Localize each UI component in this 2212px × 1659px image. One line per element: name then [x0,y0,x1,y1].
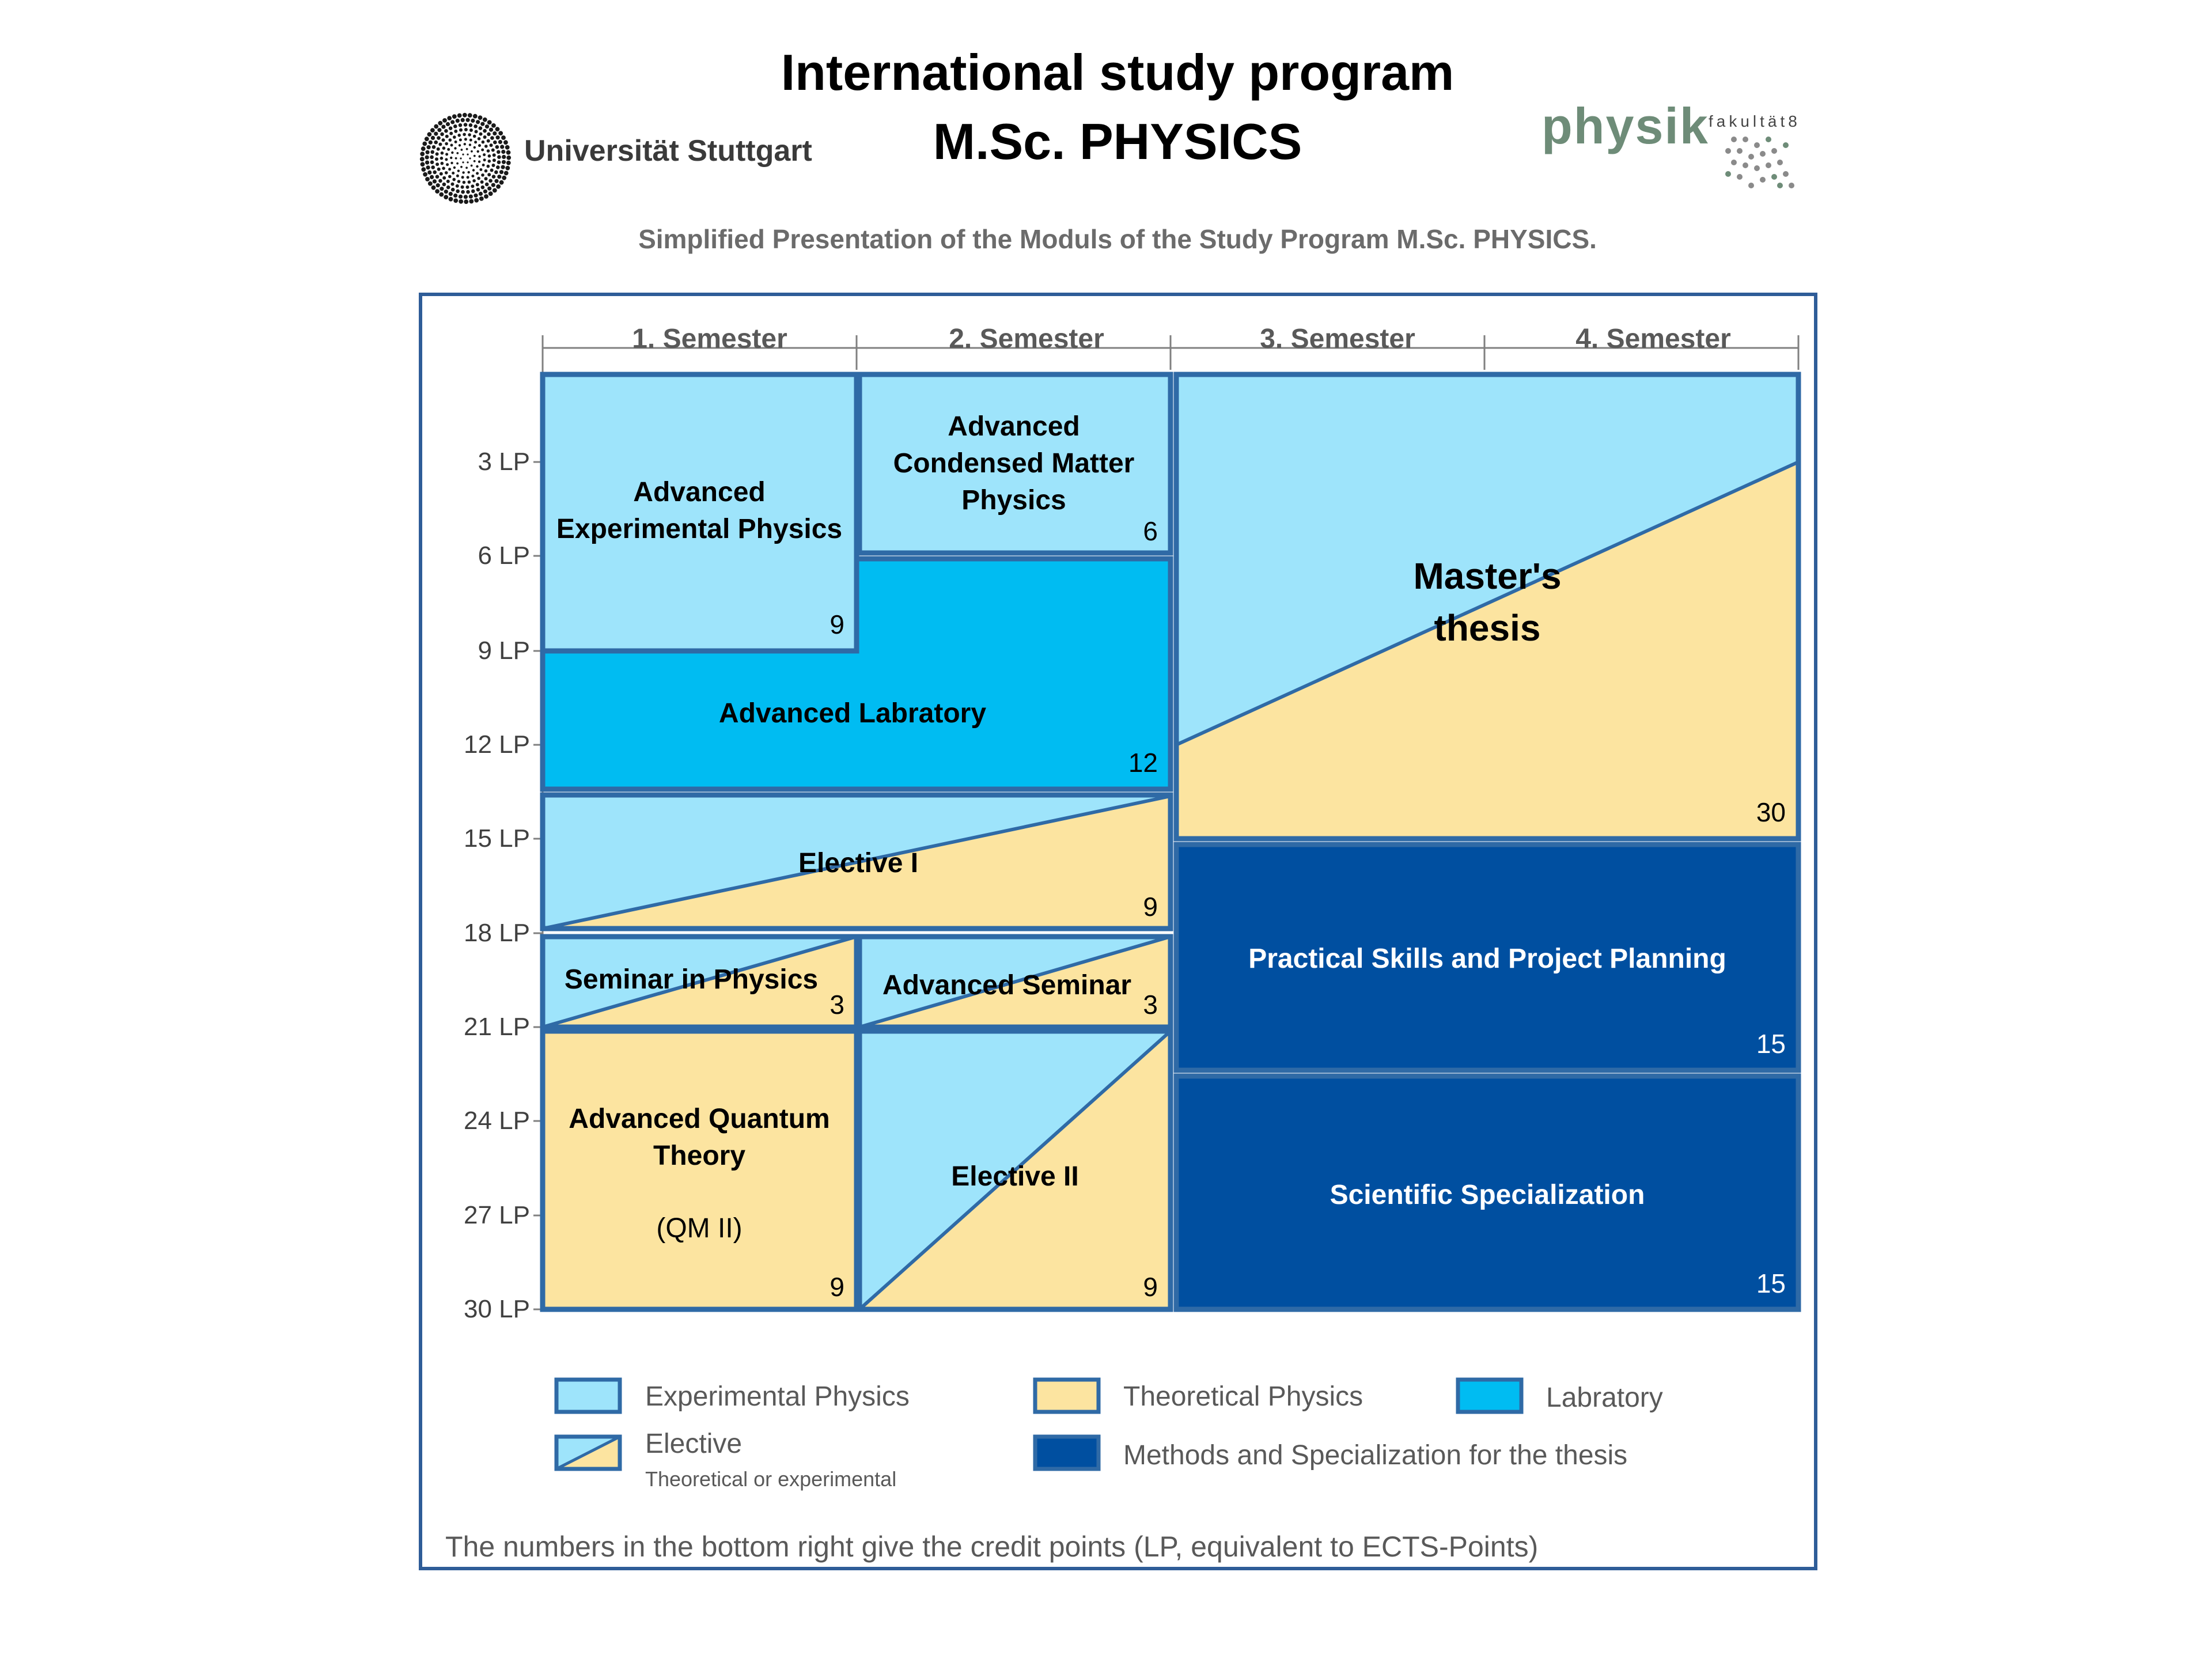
label-adv-exp-2: Experimental Physics [556,514,842,544]
footer-note: The numbers in the bottom right give the… [445,1531,1539,1563]
legend-label-laboratory: Labratory [1546,1382,1663,1413]
credits-thesis: 30 [1756,797,1786,827]
lp-tick-24: 24 LP [464,1107,530,1135]
label-adv-seminar: Advanced Seminar [882,970,1131,1001]
page-title-line2: M.Sc. PHYSICS [933,113,1302,170]
credits-specialization: 15 [1756,1268,1786,1298]
module-advanced-quantum-theory [540,1028,859,1312]
semester-axis [541,335,1800,370]
module-seminar-in-physics [540,934,859,1030]
faculty-logo-dots-icon [1725,137,1794,188]
university-logo-icon [419,112,512,204]
university-name: Universität Stuttgart [524,134,812,168]
legend-swatch-methods [1033,1434,1101,1471]
label-thesis-2: thesis [1434,607,1541,649]
legend-label-elective: Elective [645,1429,742,1459]
module-advanced-seminar [857,934,1173,1030]
lp-tick-18: 18 LP [464,919,530,947]
module-advanced-experimental-physics [540,372,859,654]
lp-tick-21: 21 LP [464,1013,530,1041]
credits-adv-cond: 6 [1143,516,1158,546]
lp-tick-9: 9 LP [478,637,530,665]
credits-elective-1: 9 [1143,892,1158,922]
label-adv-qt-2: Theory [653,1141,745,1171]
diagram-panel [419,293,1817,1570]
label-adv-cond-2: Condensed Matter [893,448,1135,479]
label-seminar: Seminar in Physics [565,964,818,995]
module-masters-thesis [1173,372,1801,842]
legend-swatch-experimental [554,1377,622,1414]
page-subtitle: Simplified Presentation of the Moduls of… [638,224,1597,254]
label-practical: Practical Skills and Project Planning [1248,944,1726,974]
lp-tick-27: 27 LP [464,1201,530,1229]
page-title-line1: International study program [781,44,1455,101]
legend-label-methods: Methods and Specialization for the thesi… [1123,1440,1627,1471]
label-adv-exp-1: Advanced [633,477,765,507]
semester-label-2: 2. Semester [949,324,1104,354]
label-specialization: Scientific Specialization [1330,1180,1645,1210]
legend-swatch-laboratory [1456,1377,1524,1414]
label-adv-qt-3: (QM II) [656,1213,742,1244]
credits-adv-qt: 9 [830,1272,844,1302]
semester-label-3: 3. Semester [1260,324,1415,354]
module-advanced-condensed-matter [857,372,1173,556]
lp-tick-12: 12 LP [464,730,530,759]
semester-label-1: 1. Semester [632,324,787,354]
lp-tick-3: 3 LP [478,448,530,476]
credits-adv-lab: 12 [1128,748,1158,778]
legend-swatch-elective [554,1434,622,1471]
module-elective-2 [857,1028,1173,1312]
module-scientific-specialization [1173,1073,1801,1312]
semester-label-4: 4. Semester [1575,324,1731,354]
legend-label-theoretical: Theoretical Physics [1123,1381,1363,1412]
label-elective-1: Elective I [798,848,918,878]
credits-practical: 15 [1756,1029,1786,1059]
lp-tick-15: 15 LP [464,824,530,853]
credits-adv-seminar: 3 [1143,990,1158,1020]
module-practical-skills [1173,842,1801,1073]
label-adv-cond-1: Advanced [948,411,1080,442]
label-adv-cond-3: Physics [961,485,1066,516]
lp-tick-6: 6 LP [478,541,530,570]
label-adv-qt-1: Advanced Quantum [569,1104,830,1134]
credits-seminar: 3 [830,990,844,1020]
legend-label-experimental: Experimental Physics [645,1381,910,1412]
lp-tick-30: 30 LP [464,1295,530,1323]
credits-adv-exp: 9 [830,609,844,639]
faculty-logo-text: physik [1541,97,1709,154]
faculty-logo-subtext: fakultät8 [1709,112,1801,130]
module-elective-1 [540,792,1173,931]
legend-label-elective-sub: Theoretical or experimental [645,1467,896,1491]
legend-swatch-theoretical [1033,1377,1101,1414]
label-elective-2: Elective II [951,1161,1078,1192]
credits-elective-2: 9 [1143,1272,1158,1302]
label-thesis-1: Master's [1413,555,1561,597]
label-adv-lab: Advanced Labratory [719,698,986,729]
